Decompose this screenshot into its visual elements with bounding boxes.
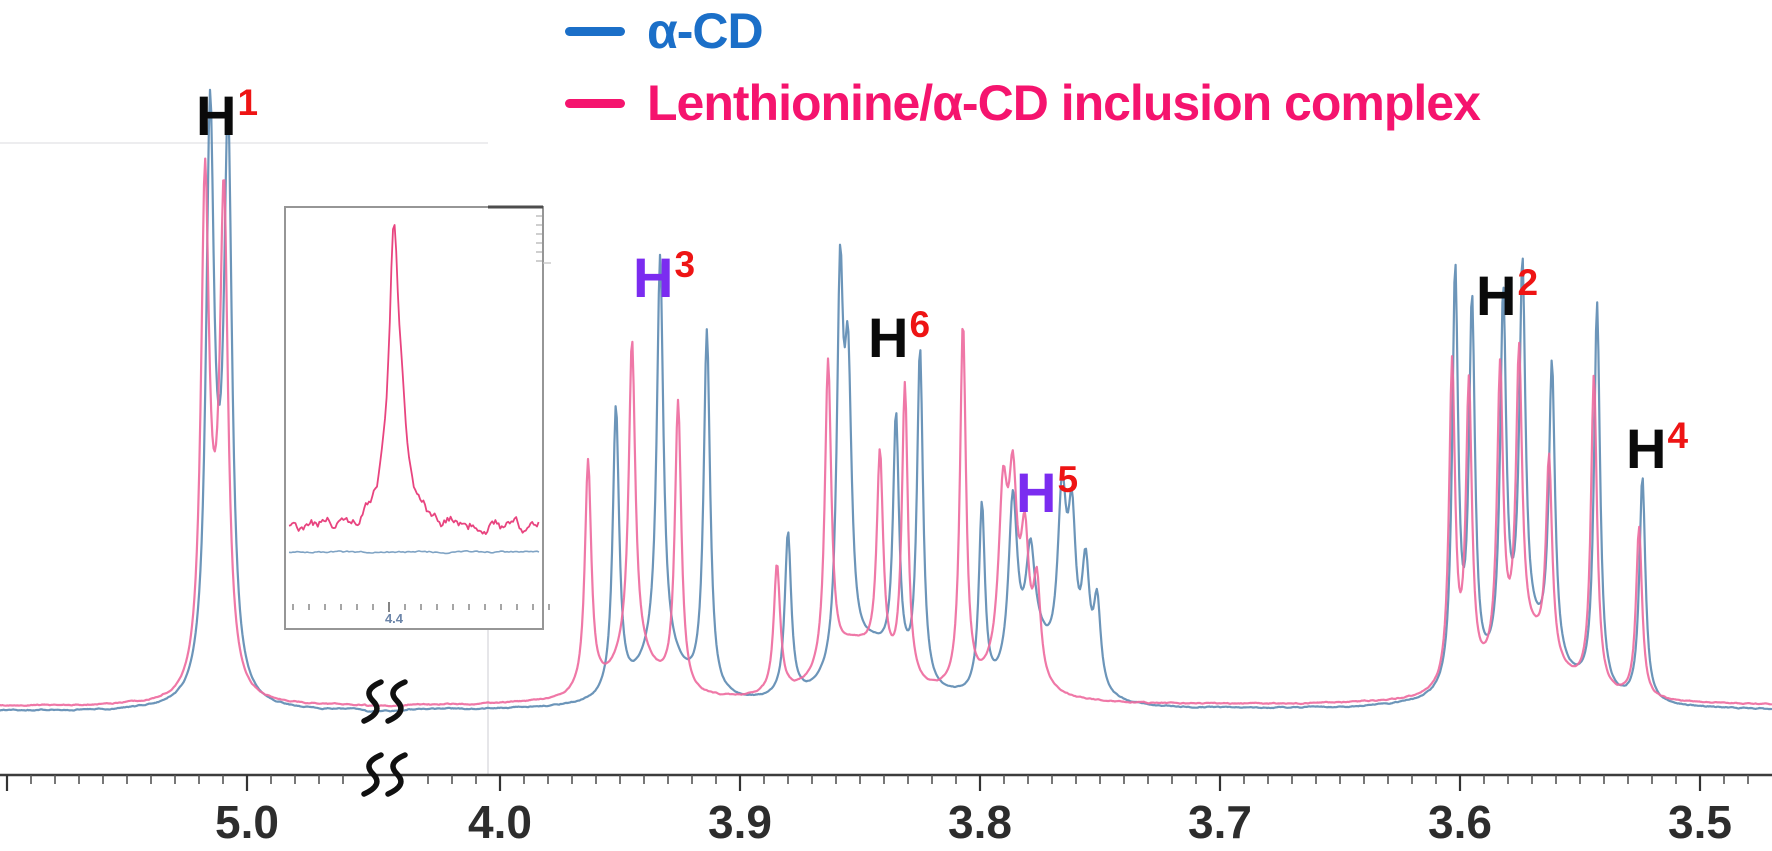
peak-label-h1-letter: H — [196, 84, 237, 147]
axis-tick-label: 3.8 — [948, 796, 1012, 848]
legend-item-inclusion-complex: Lenthionine/α-CD inclusion complex — [565, 75, 1481, 131]
legend-line-swatch-inclusion-complex — [565, 99, 625, 108]
axis-tick-label: 4.0 — [468, 796, 532, 848]
peak-label-h5-superscript: 5 — [1057, 459, 1079, 500]
peak-label-h4-letter: H — [1626, 417, 1667, 480]
peak-label-h3: H3 — [633, 246, 695, 306]
peak-label-h3-letter: H — [633, 246, 674, 309]
peak-label-h2-letter: H — [1476, 264, 1517, 327]
peak-label-h2: H2 — [1476, 264, 1538, 324]
peak-label-h1-superscript: 1 — [237, 82, 259, 123]
axis-break-mark — [385, 752, 408, 797]
legend-label-inclusion-complex: Lenthionine/α-CD inclusion complex — [647, 75, 1481, 131]
peak-label-h6: H6 — [868, 306, 930, 366]
axis-tick-label: 3.9 — [708, 796, 772, 848]
peak-label-h4-superscript: 4 — [1667, 415, 1689, 456]
axis-break-mark — [361, 752, 384, 797]
trace-alpha-cd — [0, 88, 1772, 713]
axis-tick-label: 3.5 — [1668, 796, 1732, 848]
peak-label-h3-superscript: 3 — [674, 244, 696, 285]
peak-label-h1: H1 — [196, 84, 258, 144]
axis-tick-label: 3.7 — [1188, 796, 1252, 848]
peak-label-h6-superscript: 6 — [909, 304, 931, 345]
legend-line-swatch-alpha-cd — [565, 27, 625, 36]
peak-label-h5-letter: H — [1016, 461, 1057, 524]
axis-break-mark — [361, 679, 384, 724]
peak-label-h6-letter: H — [868, 306, 909, 369]
inset-axis-tick-label: 4.4 — [385, 611, 404, 626]
inset-trace-inclusion-complex — [288, 224, 540, 535]
inset-panel: 4.4 — [284, 205, 551, 630]
axis-tick-label: 3.6 — [1428, 796, 1492, 848]
peak-label-h5: H5 — [1016, 461, 1078, 521]
peak-label-h2-superscript: 2 — [1517, 262, 1539, 303]
legend-item-alpha-cd: α-CD — [565, 3, 764, 59]
axis-break-mark — [385, 679, 408, 724]
legend-label-alpha-cd: α-CD — [647, 3, 764, 59]
inset-border — [284, 206, 544, 630]
inset-trace-alpha-cd — [288, 549, 540, 555]
axis-tick-label: 5.0 — [215, 796, 279, 848]
trace-inclusion-complex — [0, 157, 1772, 708]
peak-label-h4: H4 — [1626, 417, 1688, 477]
